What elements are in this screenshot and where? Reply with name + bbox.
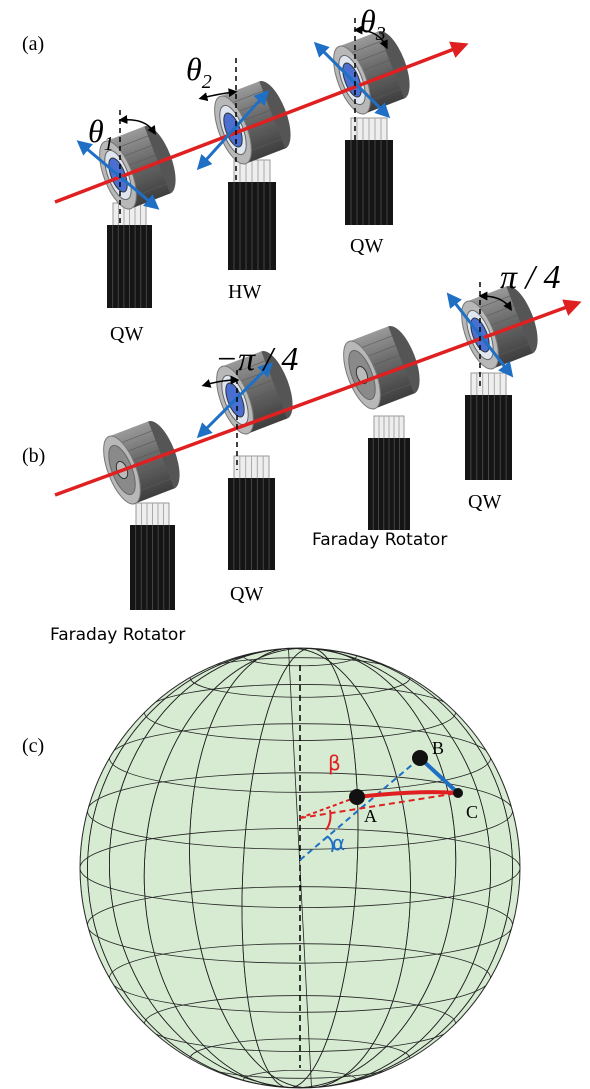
element-label: QW [468, 491, 501, 513]
angle-label: θ3 [360, 3, 386, 45]
angle-label: β [328, 751, 341, 775]
point [412, 750, 428, 766]
panel-label: (c) [22, 735, 44, 757]
point-label: A [364, 806, 377, 826]
cylinder [207, 76, 298, 168]
point [349, 789, 365, 805]
mount [326, 26, 417, 225]
mount [96, 416, 187, 610]
point-label: C [466, 802, 478, 822]
cylinder [336, 321, 427, 413]
mount [454, 281, 545, 480]
angle-label: π / 4 [500, 259, 560, 296]
rotator-label: Faraday Rotator [50, 625, 185, 645]
mount [207, 76, 298, 270]
element-label: QW [350, 235, 383, 257]
angle-markers [120, 18, 510, 470]
angle-label: −π / 4 [215, 341, 298, 378]
point-label: B [432, 738, 444, 758]
rotator-label: Faraday Rotator [312, 530, 447, 550]
element-label: QW [230, 583, 263, 605]
point [453, 788, 463, 798]
angle-label: θ2 [186, 51, 212, 93]
angle-label: α [332, 831, 345, 855]
mount [336, 321, 427, 530]
angle-label: θ1 [88, 113, 114, 155]
cylinder [326, 26, 417, 118]
element-label: HW [228, 281, 261, 303]
panel-label: (a) [22, 33, 44, 55]
panel-label: (b) [22, 445, 45, 467]
bloch-sphere [69, 637, 531, 1089]
optics [92, 26, 545, 610]
element-label: QW [110, 323, 143, 345]
figure: (a) (b) (c) θ1 θ2 θ3 QW HW QW −π / 4 π /… [0, 0, 590, 1089]
